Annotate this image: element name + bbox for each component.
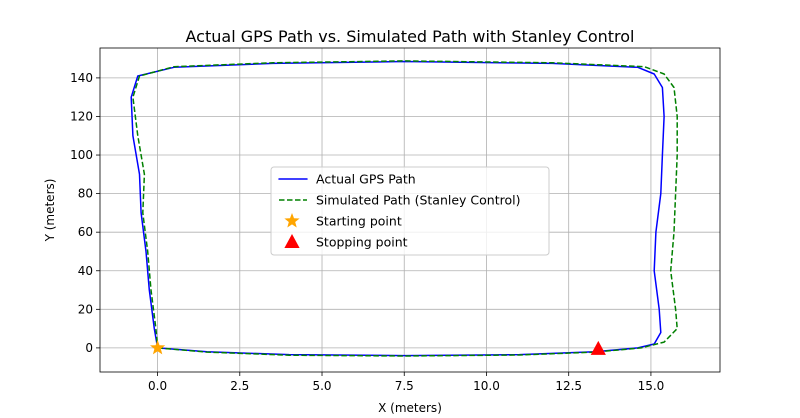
y-axis-ticks: 0 20 40 60 80 100 120 140 xyxy=(70,71,100,355)
x-axis-label: X (meters) xyxy=(378,401,442,415)
legend-label: Stopping point xyxy=(316,235,408,250)
starting-point-marker xyxy=(150,339,166,355)
x-tick-label: 5.0 xyxy=(312,379,331,393)
y-tick-label: 120 xyxy=(70,109,93,123)
point-markers xyxy=(150,339,606,355)
y-tick-label: 100 xyxy=(70,148,93,162)
x-tick-label: 2.5 xyxy=(230,379,249,393)
chart-title: Actual GPS Path vs. Simulated Path with … xyxy=(186,27,635,46)
y-tick-label: 60 xyxy=(78,225,93,239)
y-axis-label: Y (meters) xyxy=(43,179,57,243)
starting-point-marker xyxy=(284,213,300,228)
x-tick-label: 7.5 xyxy=(395,379,414,393)
legend-label: Simulated Path (Stanley Control) xyxy=(316,193,520,208)
x-tick-label: 15.0 xyxy=(638,379,665,393)
y-tick-label: 20 xyxy=(78,302,93,316)
y-tick-label: 140 xyxy=(70,71,93,85)
x-axis-ticks: 0.0 2.5 5.0 7.5 10.0 12.5 15.0 xyxy=(148,372,664,393)
stopping-point-marker xyxy=(284,234,300,248)
series-line-2 xyxy=(132,60,678,357)
plot-frame xyxy=(99,47,721,373)
legend-label: Actual GPS Path xyxy=(316,172,416,187)
y-tick-label: 0 xyxy=(85,341,93,355)
x-tick-label: 12.5 xyxy=(555,379,582,393)
y-tick-label: 40 xyxy=(78,264,93,278)
x-tick-label: 0.0 xyxy=(148,379,167,393)
legend: Actual GPS Path Simulated Path (Stanley C… xyxy=(270,166,550,256)
legend-box xyxy=(270,166,550,256)
stopping-point-marker xyxy=(590,340,606,355)
x-tick-label: 10.0 xyxy=(473,379,500,393)
y-tick-label: 80 xyxy=(78,187,93,201)
legend-label: Starting point xyxy=(316,214,402,229)
